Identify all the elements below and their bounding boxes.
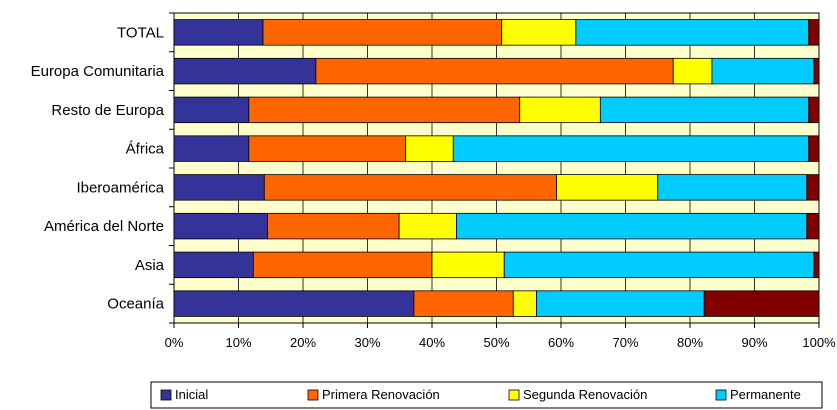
bar-segment [808, 19, 820, 46]
bar-segment [556, 174, 659, 201]
legend-label: Primera Renovación [322, 387, 440, 402]
bar-segment [315, 57, 674, 85]
legend-swatch [160, 389, 172, 401]
bar-segment [452, 135, 810, 162]
category-label: América del Norte [44, 218, 164, 235]
bar-segment [173, 57, 317, 85]
tick-label: 70% [612, 335, 638, 350]
bar-segment [173, 251, 254, 279]
bar-segment [173, 19, 264, 46]
bar-segment [431, 251, 505, 279]
category-label: Asia [135, 257, 165, 274]
bar-segment [262, 19, 503, 46]
bar-segment [173, 96, 250, 124]
bar-segment [248, 135, 406, 162]
bar-segment [173, 135, 250, 162]
value-axis: 0% 10% 20% 30% 40% 50% 60% 70% 80% 90% 100% [165, 323, 836, 350]
bar-segment [599, 96, 810, 124]
legend-box [150, 381, 823, 409]
bar-segment [173, 212, 268, 240]
category-label: Iberoamérica [76, 179, 164, 196]
bar-segment [813, 57, 820, 85]
category-label: Resto de Europa [51, 102, 164, 119]
tick-label: 40% [419, 335, 445, 350]
bar-segment [672, 57, 713, 85]
category-label: Oceanía [107, 296, 164, 313]
bar-segment [711, 57, 815, 85]
tick-label: 80% [677, 335, 703, 350]
bar-segment [808, 96, 820, 124]
bar-segment [808, 135, 820, 162]
tick-label: 20% [290, 335, 316, 350]
bar-segment [398, 212, 457, 240]
tick-label: 90% [741, 335, 767, 350]
bar-segment [413, 290, 514, 317]
bar-segment [263, 174, 557, 201]
category-axis: TOTAL Europa Comunitaria Resto de Europa Áf… [31, 24, 165, 312]
bar-segment [173, 174, 265, 201]
tick-label: 30% [354, 335, 380, 350]
legend-label: Segunda Renovación [523, 387, 647, 402]
tick-label: 10% [225, 335, 251, 350]
bar-segment [405, 135, 454, 162]
legend: Inicial Primera Renovación Segunda Renovac… [150, 381, 823, 409]
bar-segment [703, 290, 820, 317]
bar-segment [575, 19, 810, 46]
tick-label: 100% [802, 335, 836, 350]
legend-label: Inicial [175, 387, 208, 402]
bar-segment [173, 290, 415, 317]
bar-segment [503, 251, 815, 279]
legend-label: Permanente [730, 387, 801, 402]
legend-swatch [307, 389, 319, 401]
tick-label: 0% [165, 335, 184, 350]
plot-area [169, 12, 820, 324]
bar-segment [813, 251, 820, 279]
bar-segment [252, 251, 433, 279]
bar-segment [536, 290, 705, 317]
bar-segment [456, 212, 808, 240]
bar-segment [519, 96, 601, 124]
legend-swatch [508, 389, 520, 401]
tick-label: 60% [548, 335, 574, 350]
bar-segment [657, 174, 808, 201]
category-label: África [126, 141, 165, 158]
bar-segment [512, 290, 537, 317]
bar-segment [806, 212, 820, 240]
bar-segment [267, 212, 400, 240]
category-label: TOTAL [117, 24, 164, 41]
legend-swatch [715, 389, 727, 401]
bar-segment [248, 96, 521, 124]
category-label: Europa Comunitaria [31, 63, 165, 80]
tick-label: 50% [483, 335, 509, 350]
bar-segment [501, 19, 577, 46]
bar-segment [806, 174, 820, 201]
